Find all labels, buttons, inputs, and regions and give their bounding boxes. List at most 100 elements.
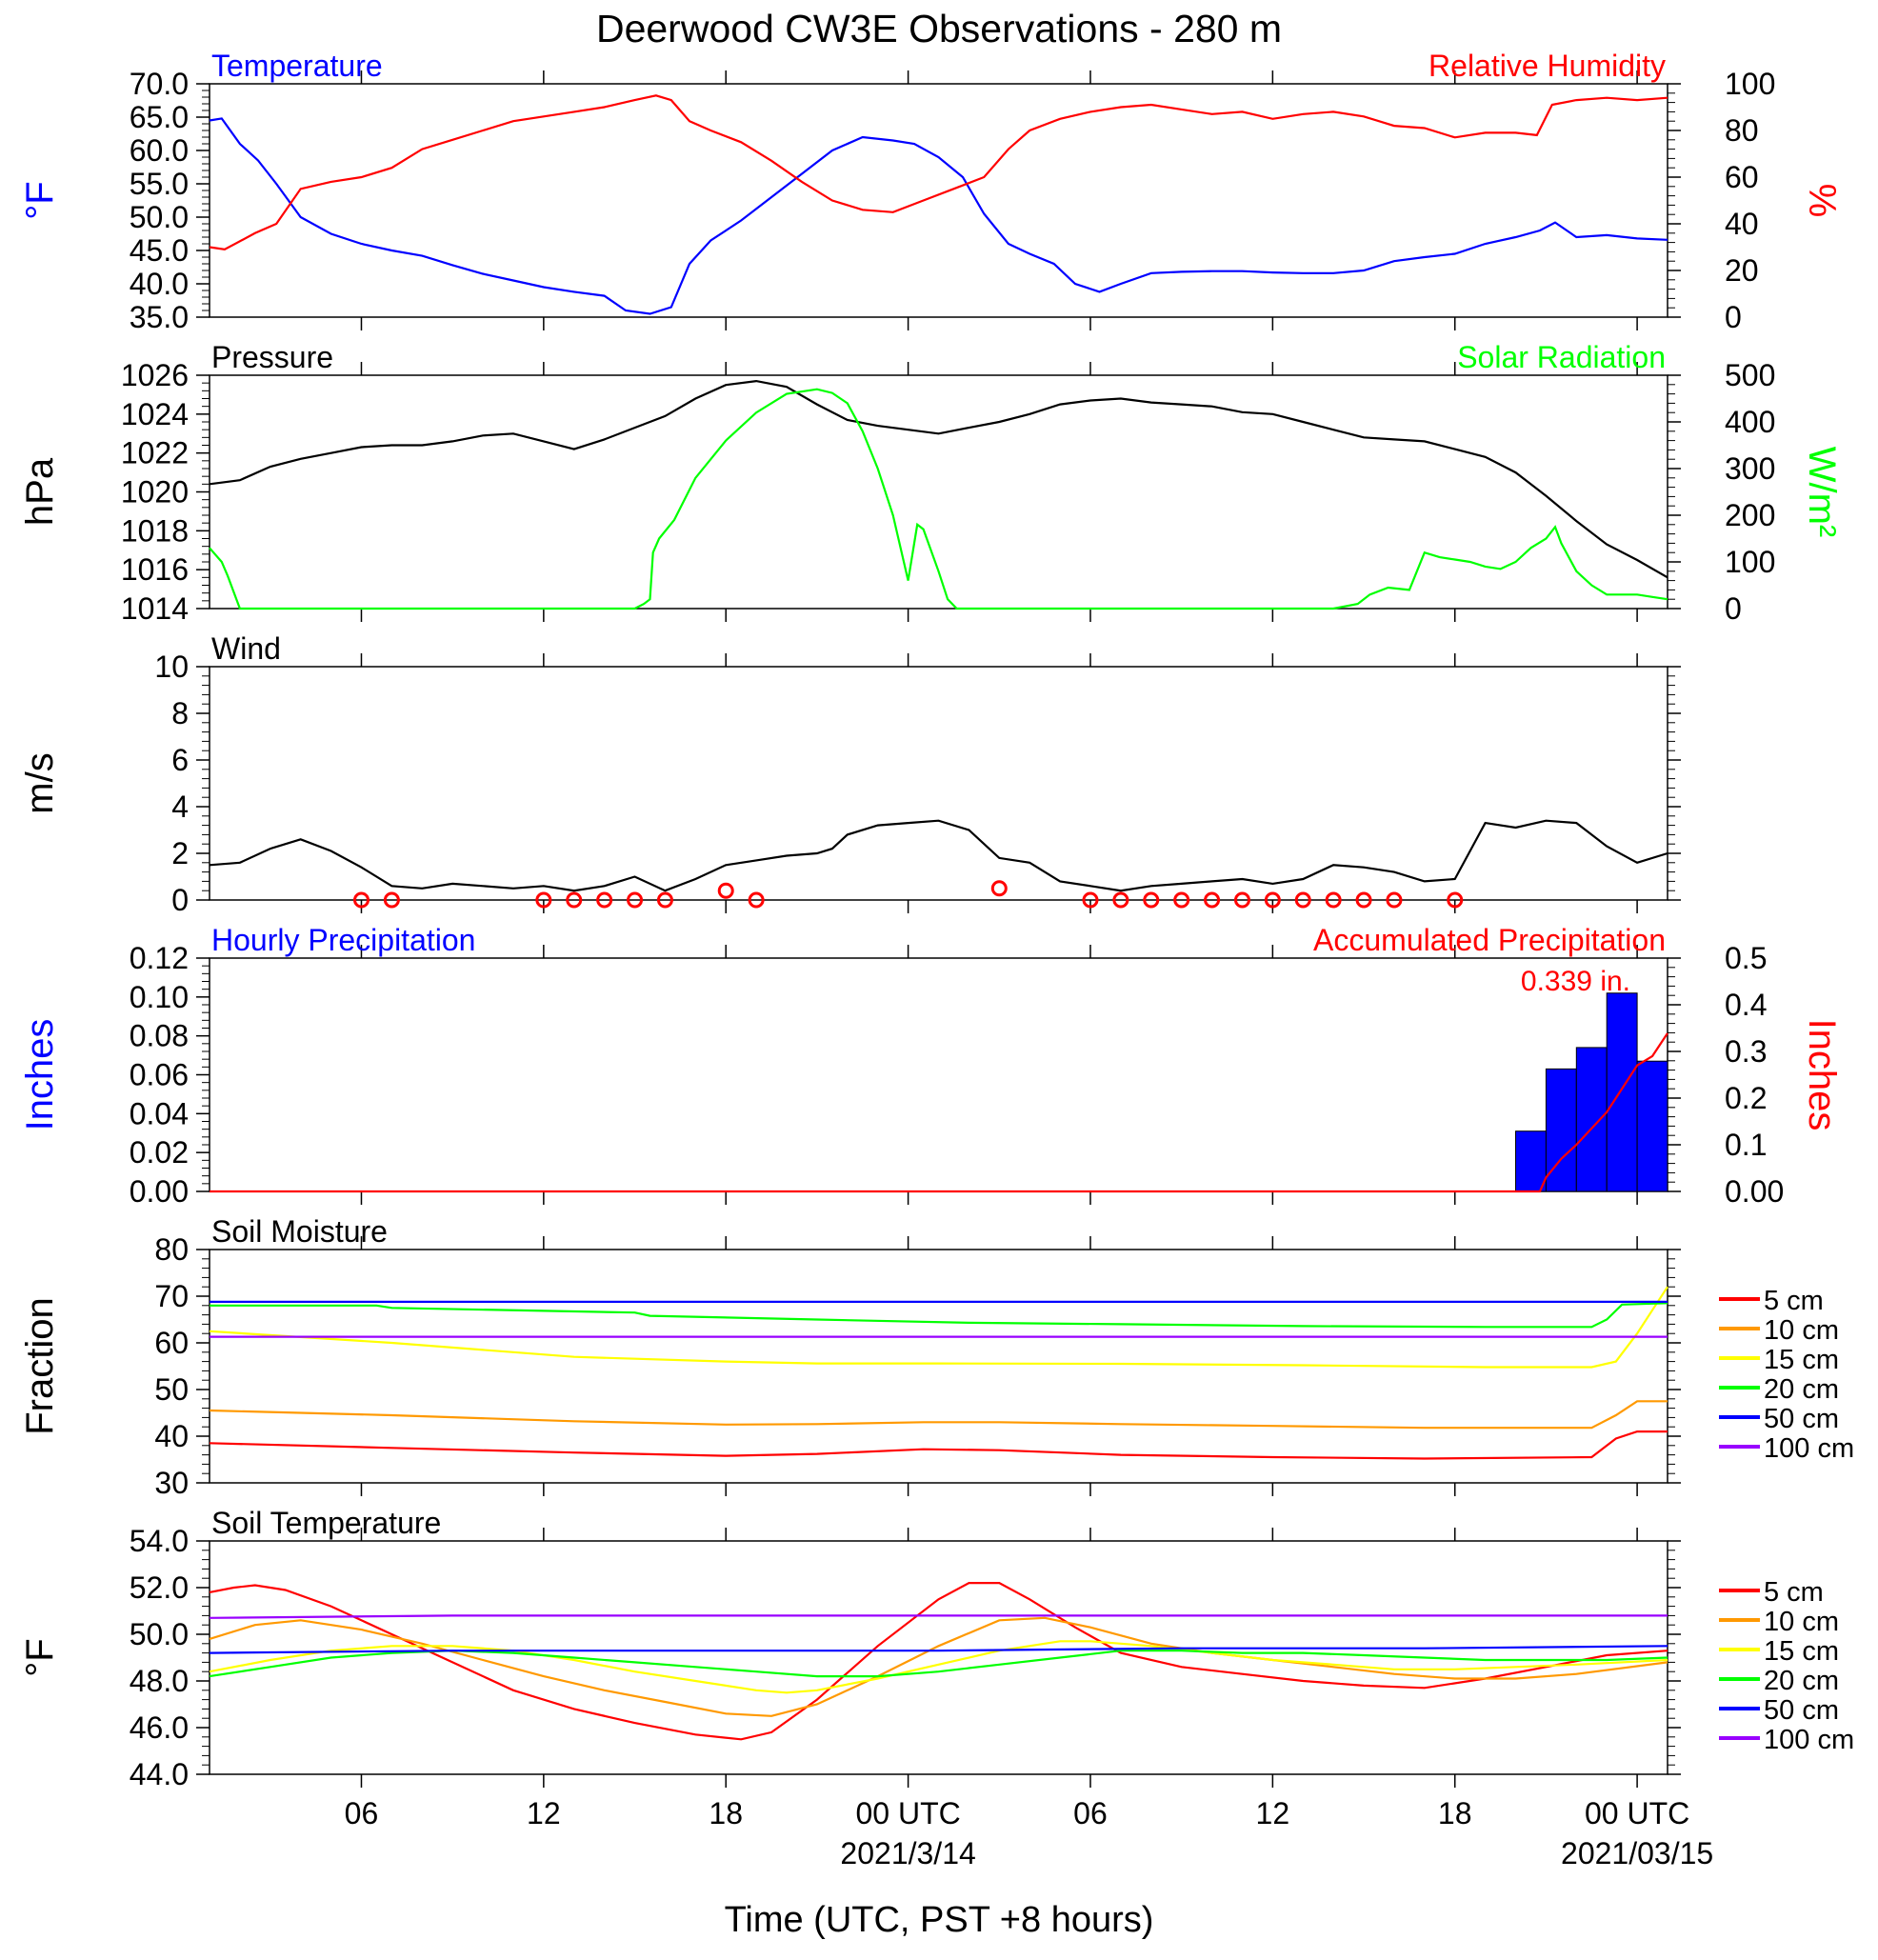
y-tick-label-left: 60.0 [130, 133, 189, 168]
y-tick-label-left: 50.0 [130, 1617, 189, 1651]
y-tick-label-right: 300 [1725, 451, 1775, 486]
y-tick-label-left: 70 [154, 1279, 189, 1313]
y-tick-label-left: 0.06 [130, 1058, 189, 1092]
y-tick-label-left: 8 [171, 696, 189, 730]
calm-wind-marker [352, 891, 370, 909]
series-soil_temp-5-cm [209, 1581, 1668, 1741]
y-tick-label-left: 0 [171, 883, 189, 917]
y-tick-label-right: 0.3 [1725, 1034, 1767, 1069]
legend-label: 10 cm [1764, 1607, 1839, 1637]
y-tick-label-left: 6 [171, 743, 189, 777]
series-temp-relative-humidity [209, 94, 1668, 251]
y-tick-label-left: 1026 [121, 358, 189, 392]
x-tick-label: 18 [709, 1796, 743, 1830]
panel-title-left: Hourly Precipitation [211, 923, 475, 957]
series-pressure-solar-radiation [209, 388, 1668, 610]
series-temp-temperature [209, 117, 1668, 315]
y-tick-label-left: 60 [154, 1326, 189, 1360]
precip-bar [1606, 992, 1638, 1192]
calm-wind-marker [717, 882, 734, 899]
panel-frame-wind [209, 666, 1668, 901]
y-axis-unit-left: Fraction [19, 1297, 61, 1435]
x-tick-label: 12 [527, 1796, 561, 1830]
y-tick-label-left: 4 [171, 790, 189, 824]
precip-bar [1575, 1047, 1608, 1192]
x-tick-label: 12 [1256, 1796, 1290, 1830]
y-tick-label-left: 0.02 [130, 1135, 189, 1170]
series-soil_moisture-15-cm [209, 1286, 1668, 1369]
calm-wind-marker [1173, 891, 1190, 909]
calm-wind-marker [1112, 891, 1129, 909]
panel-title-left: Pressure [211, 340, 333, 374]
legend-label: 5 cm [1764, 1577, 1824, 1608]
calm-wind-marker [1355, 891, 1372, 909]
y-tick-label-right: 0.2 [1725, 1081, 1767, 1115]
series-wind-wind [209, 819, 1668, 892]
series-pressure-pressure [209, 379, 1668, 579]
calm-wind-marker [1447, 891, 1464, 909]
legend-label: 20 cm [1764, 1374, 1839, 1405]
precip-bar [1515, 1130, 1547, 1192]
y-axis-unit-left: m/s [19, 752, 61, 813]
y-tick-label-left: 44.0 [130, 1757, 189, 1791]
panel-title-left: Soil Temperature [211, 1506, 441, 1540]
legend-label: 50 cm [1764, 1695, 1839, 1726]
y-tick-label-right: 0.1 [1725, 1128, 1767, 1162]
calm-wind-marker [990, 880, 1008, 897]
y-tick-label-left: 70.0 [130, 67, 189, 101]
series-soil_temp-20-cm [209, 1650, 1668, 1678]
y-tick-label-left: 50 [154, 1372, 189, 1407]
x-tick-label: 06 [345, 1796, 379, 1830]
y-tick-label-left: 0.08 [130, 1019, 189, 1053]
panel-title-right: Solar Radiation [1457, 340, 1666, 374]
x-tick-label: 06 [1073, 1796, 1108, 1830]
y-tick-label-left: 0.00 [130, 1174, 189, 1209]
calm-wind-marker [1294, 891, 1311, 909]
y-axis-unit-right: W/m² [1801, 447, 1843, 538]
y-tick-label-left: 0.10 [130, 980, 189, 1014]
calm-wind-marker [1204, 891, 1221, 909]
calm-wind-marker [1386, 891, 1403, 909]
precip-total-label: 0.339 in. [1521, 966, 1630, 997]
y-axis-unit-left: °F [19, 1638, 61, 1676]
legend-label: 100 cm [1764, 1725, 1854, 1755]
y-tick-label-right: 0 [1725, 300, 1742, 334]
series-soil_temp-10-cm [209, 1616, 1668, 1717]
precip-bar [1636, 1060, 1668, 1192]
series-soil_temp-100-cm [209, 1614, 1668, 1619]
y-tick-label-right: 0.5 [1725, 941, 1767, 975]
panel-title-left: Wind [211, 631, 281, 666]
calm-wind-marker [566, 891, 583, 909]
y-tick-label-left: 55.0 [130, 167, 189, 201]
calm-wind-marker [383, 891, 400, 909]
y-tick-label-left: 46.0 [130, 1710, 189, 1745]
panel-labels: 70.065.060.055.050.045.040.035.010080604… [19, 49, 1854, 1870]
legend-label: 15 cm [1764, 1636, 1839, 1667]
calm-wind-marker [748, 891, 765, 909]
y-axis-unit-left: hPa [19, 457, 61, 526]
y-tick-label-left: 65.0 [130, 100, 189, 134]
y-tick-label-left: 0.12 [130, 941, 189, 975]
calm-wind-marker [627, 891, 644, 909]
legend-label: 5 cm [1764, 1286, 1824, 1316]
y-tick-label-left: 80 [154, 1232, 189, 1267]
y-tick-label-left: 48.0 [130, 1664, 189, 1698]
calm-wind-marker [1233, 891, 1250, 909]
y-tick-label-left: 50.0 [130, 200, 189, 234]
calm-wind-marker [1325, 891, 1342, 909]
y-tick-label-left: 2 [171, 836, 189, 870]
y-tick-label-right: 100 [1725, 545, 1775, 579]
x-tick-label: 00 UTC [1585, 1796, 1689, 1830]
legend-label: 50 cm [1764, 1404, 1839, 1434]
series-soil_moisture-20-cm [210, 1302, 1668, 1329]
x-tick-label: 00 UTC [855, 1796, 960, 1830]
y-tick-label-left: 45.0 [130, 233, 189, 268]
panel-title-right: Accumulated Precipitation [1313, 923, 1666, 957]
series-soil_moisture-10-cm [209, 1400, 1668, 1430]
y-tick-label-left: 54.0 [130, 1524, 189, 1558]
y-tick-label-left: 1020 [121, 475, 189, 510]
y-tick-label-right: 60 [1725, 160, 1759, 194]
y-tick-label-left: 40.0 [130, 267, 189, 301]
